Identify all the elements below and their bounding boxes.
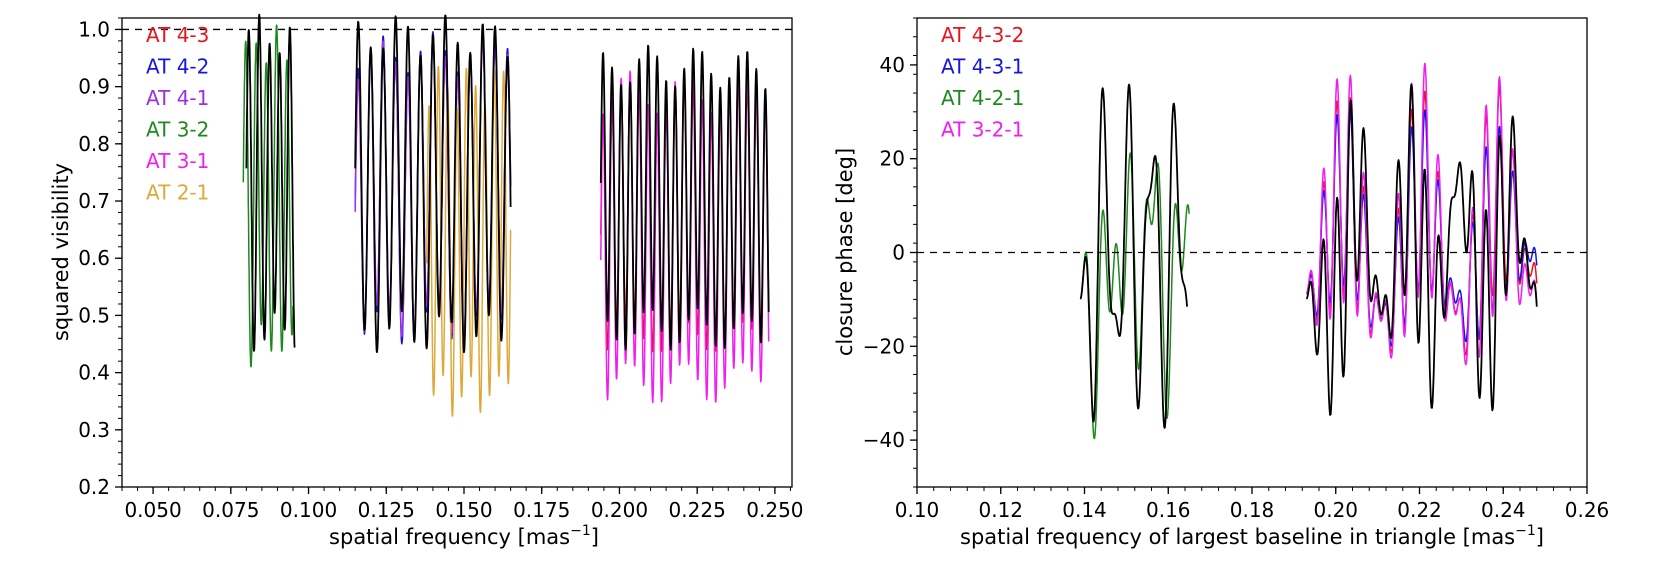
visibility-data-lines [242, 13, 770, 417]
visibility-y-axis-label: squared visibility [49, 163, 73, 341]
visibility-panel: 0.050 0.075 0.100 0.125 0.150 0.175 0.200 0.225… [49, 13, 804, 549]
legend-entry-at-3-2: AT 3-2 [146, 118, 209, 142]
closure-phase-y-tick-labels: −40 −20 0 20 40 [863, 53, 905, 452]
legend-entry-at-2-1: AT 2-1 [146, 181, 209, 205]
series-model-line [1079, 83, 1188, 429]
x-tick-label: 0.225 [669, 498, 726, 522]
y-tick-label: 20 [880, 147, 905, 171]
x-tick-label: 0.14 [1062, 498, 1107, 522]
y-tick-label: 40 [880, 53, 905, 77]
x-tick-label: 0.075 [202, 498, 259, 522]
visibility-y-tick-labels: 0.2 0.3 0.4 0.5 0.6 0.7 0.8 0.9 1.0 [78, 17, 110, 499]
x-tick-label: 0.12 [978, 498, 1023, 522]
legend-entry-at-4-3: AT 4-3 [146, 23, 209, 47]
series-line-at-3-2-1 [1305, 62, 1538, 366]
visibility-plot-frame [121, 17, 793, 488]
y-tick-label: 0 [892, 241, 905, 265]
x-tick-label: 0.26 [1565, 498, 1610, 522]
y-tick-label: 0.5 [78, 303, 110, 327]
visibility-axis-ticks [115, 17, 791, 494]
closure-phase-x-axis-label: spatial frequency of largest baseline in… [960, 523, 1544, 549]
legend-entry-at-4-3-1: AT 4-3-1 [941, 55, 1024, 79]
y-tick-label: 0.6 [78, 246, 110, 270]
legend-entry-at-4-3-2: AT 4-3-2 [941, 23, 1024, 47]
y-tick-label: 0.8 [78, 132, 110, 156]
series-model-line [245, 13, 296, 352]
closure-phase-panel: 0.10 0.12 0.14 0.16 0.18 0.20 0.22 0.24 0.26 −40… [833, 17, 1610, 549]
visibility-x-tick-labels: 0.050 0.075 0.100 0.125 0.150 0.175 0.200 0.225… [124, 498, 803, 522]
closure-phase-data-lines [1079, 62, 1538, 440]
y-tick-label: 0.7 [78, 189, 110, 213]
x-tick-label: 0.10 [895, 498, 940, 522]
y-tick-label: −40 [863, 428, 905, 452]
x-tick-label: 0.24 [1481, 498, 1526, 522]
closure-phase-axis-ticks [910, 17, 1588, 494]
x-tick-label: 0.16 [1146, 498, 1191, 522]
x-tick-label: 0.125 [358, 498, 415, 522]
closure-phase-legend: AT 4-3-2 AT 4-3-1 AT 4-2-1 AT 3-2-1 [941, 23, 1024, 142]
series-model-line [1305, 83, 1538, 416]
series-model-line [599, 44, 770, 351]
series-model-line [354, 14, 512, 354]
x-tick-label: 0.050 [124, 498, 181, 522]
x-tick-label: 0.175 [513, 498, 570, 522]
closure-phase-x-tick-labels: 0.10 0.12 0.14 0.16 0.18 0.20 0.22 0.24 0.26 [895, 498, 1610, 522]
x-tick-label: 0.100 [280, 498, 337, 522]
y-tick-label: 0.4 [78, 361, 110, 385]
x-tick-label: 0.22 [1397, 498, 1442, 522]
legend-entry-at-4-1: AT 4-1 [146, 86, 209, 110]
x-tick-label: 0.150 [435, 498, 492, 522]
y-tick-label: 0.9 [78, 75, 110, 99]
visibility-x-axis-label: spatial frequency [mas−1] [329, 523, 599, 549]
x-tick-label: 0.20 [1313, 498, 1358, 522]
legend-entry-at-4-2: AT 4-2 [146, 55, 209, 79]
y-tick-label: −20 [863, 334, 905, 358]
legend-entry-at-3-1: AT 3-1 [146, 149, 209, 173]
y-tick-label: 0.2 [78, 475, 110, 499]
x-tick-label: 0.18 [1230, 498, 1275, 522]
legend-entry-at-3-2-1: AT 3-2-1 [941, 118, 1024, 142]
legend-entry-at-4-2-1: AT 4-2-1 [941, 86, 1024, 110]
visibility-legend: AT 4-3 AT 4-2 AT 4-1 AT 3-2 AT 3-1 AT 2-1 [146, 23, 209, 205]
y-tick-label: 0.3 [78, 418, 110, 442]
y-tick-label: 1.0 [78, 17, 110, 41]
x-tick-label: 0.250 [746, 498, 803, 522]
x-tick-label: 0.200 [591, 498, 648, 522]
closure-phase-y-axis-label: closure phase [deg] [833, 148, 857, 356]
